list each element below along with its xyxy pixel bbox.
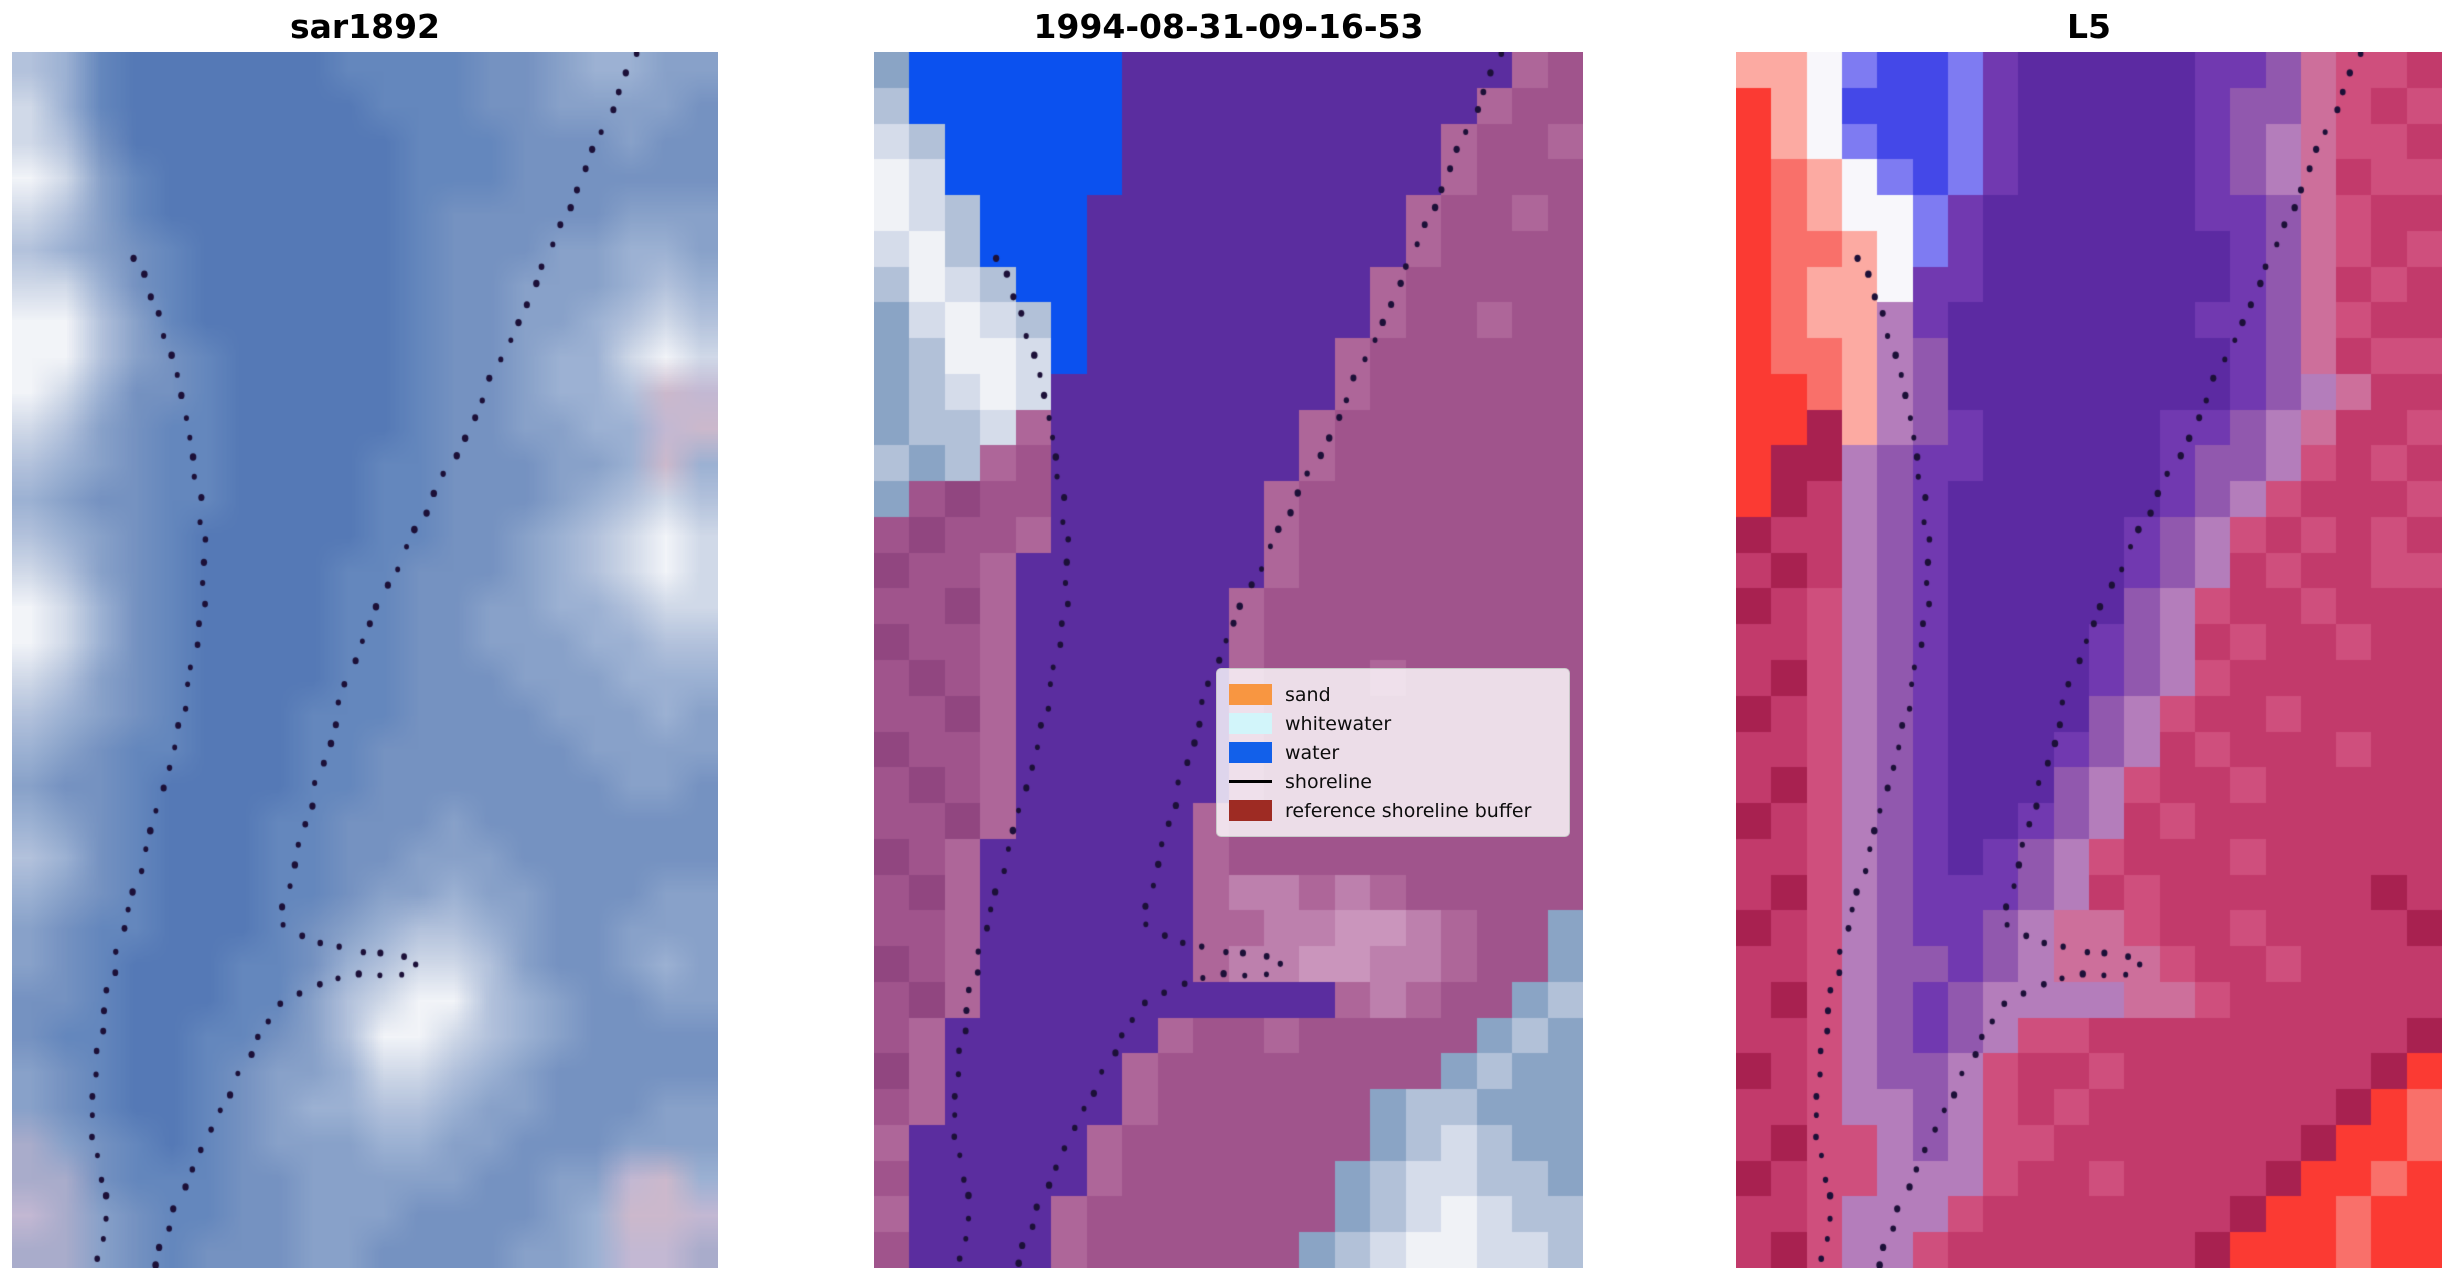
water-swatch-icon — [1229, 742, 1272, 763]
legend-item-sand: sand — [1229, 680, 1557, 709]
legend-label: reference shoreline buffer — [1285, 799, 1532, 822]
whitewater-swatch-icon — [1229, 713, 1272, 734]
legend-item-shoreline: shoreline — [1229, 767, 1557, 796]
panel-title-sar1892: sar1892 — [289, 7, 441, 46]
l5-image-panel — [1736, 52, 2442, 1268]
sar-image-canvas — [12, 52, 718, 1268]
panel-title-l5: L5 — [2067, 7, 2111, 46]
sand-swatch-icon — [1229, 684, 1272, 705]
legend-label: whitewater — [1285, 712, 1392, 735]
classified-image-canvas — [874, 52, 1583, 1268]
classified-image-panel: sand whitewater water shoreline referenc… — [874, 52, 1583, 1268]
l5-image-canvas — [1736, 52, 2442, 1268]
shoreline-line-icon — [1229, 780, 1272, 783]
panel-title-date: 1994-08-31-09-16-53 — [1033, 7, 1424, 46]
reference-buffer-swatch-icon — [1229, 800, 1272, 821]
legend-label: water — [1285, 741, 1340, 764]
sar-image-panel — [12, 52, 718, 1268]
legend-label: sand — [1285, 683, 1331, 706]
legend-item-whitewater: whitewater — [1229, 709, 1557, 738]
legend-item-reference-buffer: reference shoreline buffer — [1229, 796, 1557, 825]
legend-item-water: water — [1229, 738, 1557, 767]
classification-legend: sand whitewater water shoreline referenc… — [1216, 668, 1570, 837]
legend-label: shoreline — [1285, 770, 1372, 793]
